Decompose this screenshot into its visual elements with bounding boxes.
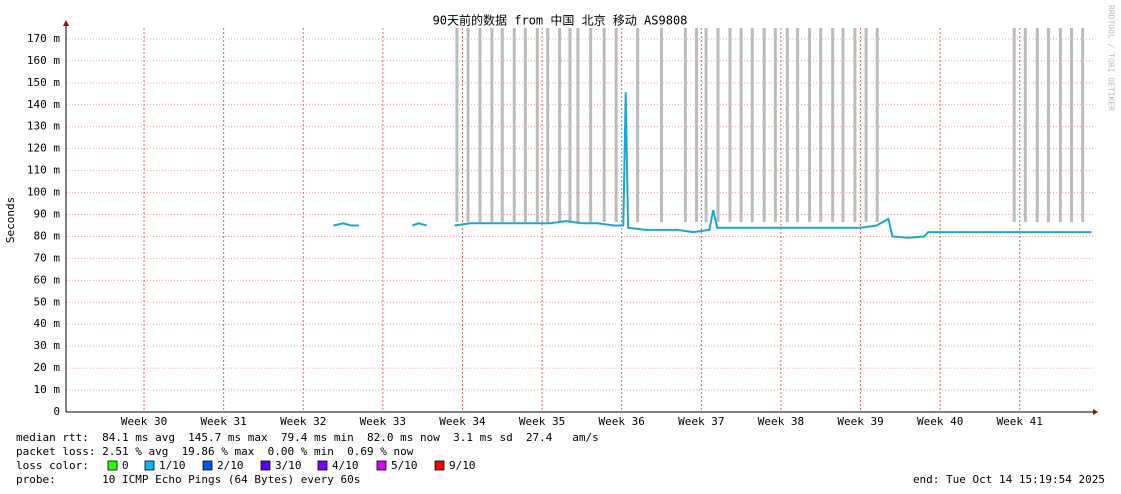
loss-bar (1070, 28, 1074, 222)
x-tick-label: Week 38 (758, 415, 804, 428)
x-tick-label: Week 36 (599, 415, 645, 428)
x-tick-label: Week 33 (360, 415, 406, 428)
x-tick-label: Week 39 (837, 415, 883, 428)
loss-bar (546, 28, 550, 222)
y-tick-label: 80 m (34, 229, 61, 242)
y-tick-label: 10 m (34, 383, 61, 396)
loss-bar (796, 28, 800, 222)
loss-bar (728, 28, 732, 222)
y-tick-label: 90 m (34, 208, 61, 221)
loss-bar (695, 28, 699, 222)
loss-bar (864, 28, 868, 222)
end-time: end: Tue Oct 14 15:19:54 2025 (913, 473, 1105, 486)
loss-bar (614, 28, 618, 222)
loss-bar (819, 28, 823, 222)
loss-bar (853, 28, 857, 222)
legend-label: 1/10 (159, 459, 186, 472)
legend-swatch (434, 460, 445, 471)
loss-bar (683, 28, 687, 222)
watermark: RRDTOOL / TOBI OETIKER (1107, 5, 1116, 111)
chart-title: 90天前的数据 from 中国 北京 移动 AS9808 (433, 13, 688, 28)
loss-bar (1012, 28, 1016, 222)
loss-bar (589, 28, 593, 222)
loss-bar (1058, 28, 1062, 222)
loss-bar (512, 28, 516, 222)
legend-title: loss color: (16, 459, 89, 472)
loss-bar (773, 28, 777, 222)
loss-bar (576, 28, 580, 222)
legend-label: 9/10 (449, 459, 476, 472)
loss-bar (704, 28, 708, 222)
loss-bar (558, 28, 562, 222)
y-tick-label: 130 m (27, 120, 60, 133)
loss-bar (1081, 28, 1085, 222)
legend-label: 4/10 (332, 459, 359, 472)
x-tick-label: Week 32 (280, 415, 326, 428)
legend-label: 0 (122, 459, 129, 472)
loss-bar (523, 28, 527, 222)
loss-bar (750, 28, 754, 222)
stats-line: median rtt: 84.1 ms avg 145.7 ms max 79.… (16, 431, 599, 444)
y-tick-label: 70 m (34, 251, 61, 264)
loss-bar (739, 28, 743, 222)
y-tick-label: 0 (53, 405, 60, 418)
loss-bar (1023, 28, 1027, 222)
y-tick-label: 140 m (27, 98, 60, 111)
loss-bar (660, 28, 664, 222)
x-tick-label: Week 30 (121, 415, 167, 428)
legend-swatch (107, 460, 118, 471)
loss-bar (831, 28, 835, 222)
y-tick-label: 160 m (27, 54, 60, 67)
x-tick-label: Week 37 (678, 415, 724, 428)
legend-label: 2/10 (217, 459, 244, 472)
y-tick-label: 100 m (27, 186, 60, 199)
y-tick-label: 150 m (27, 76, 60, 89)
y-tick-label: 120 m (27, 142, 60, 155)
rtt-line (333, 92, 1092, 239)
x-tick-label: Week 31 (200, 415, 246, 428)
loss-bar (716, 28, 720, 222)
loss-bar (636, 28, 640, 222)
legend-label: 3/10 (275, 459, 302, 472)
y-axis-label: Seconds (4, 197, 17, 243)
loss-bar (535, 28, 539, 222)
legend-swatch (376, 460, 387, 471)
loss-bar (808, 28, 812, 222)
loss-bar (455, 28, 459, 222)
legend-swatch (317, 460, 328, 471)
loss-bar (478, 28, 482, 222)
y-tick-label: 60 m (34, 273, 61, 286)
stats-line: packet loss: 2.51 % avg 19.86 % max 0.00… (16, 445, 414, 458)
y-arrow (63, 20, 69, 26)
x-tick-label: Week 40 (917, 415, 963, 428)
x-tick-label: Week 34 (439, 415, 486, 428)
loss-bar (841, 28, 845, 222)
y-tick-label: 50 m (34, 295, 61, 308)
x-arrow (1093, 409, 1098, 415)
y-tick-label: 20 m (34, 361, 61, 374)
plot-area (66, 28, 1093, 413)
loss-bar (466, 28, 470, 222)
legend-swatch (144, 460, 155, 471)
loss-bar (490, 28, 494, 222)
loss-bar (875, 28, 879, 222)
loss-bar (1046, 28, 1050, 222)
y-tick-label: 110 m (27, 164, 60, 177)
legend-swatch (202, 460, 213, 471)
loss-bar (568, 28, 572, 222)
loss-bar (762, 28, 766, 222)
loss-bar (500, 28, 504, 222)
loss-bar (785, 28, 789, 222)
legend-label: 5/10 (391, 459, 418, 472)
loss-bar (1035, 28, 1039, 222)
y-tick-label: 40 m (34, 317, 61, 330)
y-tick-label: 170 m (27, 32, 60, 45)
x-tick-label: Week 41 (997, 415, 1043, 428)
probe: probe: 10 ICMP Echo Pings (64 Bytes) eve… (16, 473, 360, 486)
loss-bar (602, 28, 606, 222)
x-tick-label: Week 35 (519, 415, 565, 428)
y-tick-label: 30 m (34, 339, 61, 352)
legend-swatch (260, 460, 271, 471)
